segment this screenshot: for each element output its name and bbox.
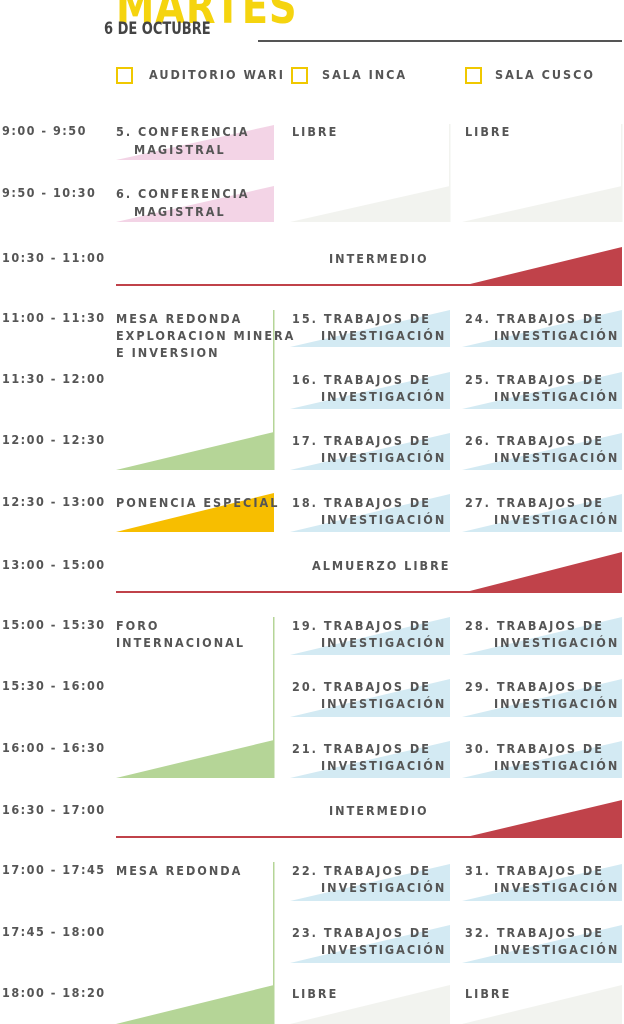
trabajo-title: 16. TRABAJOS DE: [292, 372, 431, 387]
trabajo-subtitle: INVESTIGACIÓN: [321, 880, 447, 895]
trabajo-subtitle: INVESTIGACIÓN: [494, 635, 620, 650]
trabajo-subtitle: INVESTIGACIÓN: [494, 389, 620, 404]
conf5-shape: [116, 125, 274, 160]
session-mesa1-line3: E INVERSION: [116, 345, 220, 360]
time-slot: 9:00 - 9:50: [2, 123, 87, 138]
trabajo-title: 32. TRABAJOS DE: [465, 925, 604, 940]
trabajo-title: 27. TRABAJOS DE: [465, 495, 604, 510]
ponencia-shape: [116, 493, 274, 532]
trabajo-subtitle: INVESTIGACIÓN: [494, 758, 620, 773]
trabajo-title: 24. TRABAJOS DE: [465, 311, 604, 326]
trabajo-title: 26. TRABAJOS DE: [465, 433, 604, 448]
trabajo-subtitle: INVESTIGACIÓN: [494, 328, 620, 343]
session-foro-line2: INTERNACIONAL: [116, 635, 245, 650]
break-label: INTERMEDIO: [329, 251, 429, 266]
trabajo-subtitle: INVESTIGACIÓN: [494, 942, 620, 957]
trabajo-title: 21. TRABAJOS DE: [292, 741, 431, 756]
time-slot: 11:00 - 11:30: [2, 310, 106, 325]
time-slot: 17:45 - 18:00: [2, 924, 106, 939]
session-mesa2: MESA REDONDA: [116, 863, 243, 878]
trabajo-title: 22. TRABAJOS DE: [292, 863, 431, 878]
trabajo-subtitle: INVESTIGACIÓN: [321, 389, 447, 404]
room-checkbox-wari: [116, 67, 133, 84]
time-slot: 15:30 - 16:00: [2, 678, 106, 693]
room-cusco: SALA CUSCO: [495, 67, 595, 82]
session-foro: FORO: [116, 618, 160, 633]
trabajo-title: 15. TRABAJOS DE: [292, 311, 431, 326]
time-slot: 18:00 - 18:20: [2, 985, 106, 1000]
room-checkbox-inca: [291, 67, 308, 84]
time-slot: 15:00 - 15:30: [2, 617, 106, 632]
trabajo-title: 20. TRABAJOS DE: [292, 679, 431, 694]
trabajo-subtitle: INVESTIGACIÓN: [321, 696, 447, 711]
trabajo-subtitle: INVESTIGACIÓN: [321, 758, 447, 773]
trabajo-title: 31. TRABAJOS DE: [465, 863, 604, 878]
break-label: INTERMEDIO: [329, 803, 429, 818]
foro-shape: [116, 740, 274, 778]
time-slot: 10:30 - 11:00: [2, 250, 106, 265]
mesa1-shape: [116, 432, 274, 470]
session-mesa1-line2: EXPLORACION MINERA: [116, 328, 296, 343]
trabajo-subtitle: INVESTIGACIÓN: [494, 450, 620, 465]
trabajo-title: 25. TRABAJOS DE: [465, 372, 604, 387]
time-slot: 16:00 - 16:30: [2, 740, 106, 755]
date-label: 6 DE OCTUBRE: [104, 19, 211, 39]
mesa2-shape: [116, 985, 274, 1024]
trabajo-subtitle: INVESTIGACIÓN: [494, 512, 620, 527]
libre-label: LIBRE: [465, 986, 512, 1001]
header-rule: [258, 40, 622, 42]
day-title: MARTES: [116, 0, 298, 35]
trabajo-title: 23. TRABAJOS DE: [292, 925, 431, 940]
libre-label: LIBRE: [292, 124, 339, 139]
trabajo-subtitle: INVESTIGACIÓN: [321, 328, 447, 343]
trabajo-title: 17. TRABAJOS DE: [292, 433, 431, 448]
break-label: ALMUERZO LIBRE: [312, 558, 451, 573]
trabajo-subtitle: INVESTIGACIÓN: [494, 880, 620, 895]
session-conf5: 5. CONFERENCIA: [116, 124, 250, 139]
trabajo-title: 30. TRABAJOS DE: [465, 741, 604, 756]
conf6-shape: [116, 186, 274, 222]
time-slot: 17:00 - 17:45: [2, 862, 106, 877]
session-conf6: 6. CONFERENCIA: [116, 186, 250, 201]
libre-label: LIBRE: [292, 986, 339, 1001]
time-slot: 11:30 - 12:00: [2, 371, 106, 386]
time-slot: 12:30 - 13:00: [2, 494, 106, 509]
trabajo-title: 18. TRABAJOS DE: [292, 495, 431, 510]
time-slot: 12:00 - 12:30: [2, 432, 106, 447]
room-inca: SALA INCA: [322, 67, 408, 82]
room-checkbox-cusco: [465, 67, 482, 84]
trabajo-title: 29. TRABAJOS DE: [465, 679, 604, 694]
trabajo-subtitle: INVESTIGACIÓN: [321, 450, 447, 465]
session-conf5-line2: MAGISTRAL: [134, 142, 226, 157]
session-conf6-line2: MAGISTRAL: [134, 204, 226, 219]
trabajo-subtitle: INVESTIGACIÓN: [321, 942, 447, 957]
trabajo-subtitle: INVESTIGACIÓN: [494, 696, 620, 711]
time-slot: 9:50 - 10:30: [2, 185, 97, 200]
libre-label: LIBRE: [465, 124, 512, 139]
session-mesa1: MESA REDONDA: [116, 311, 243, 326]
session-ponencia: PONENCIA ESPECIAL: [116, 495, 280, 510]
trabajo-subtitle: INVESTIGACIÓN: [321, 512, 447, 527]
time-slot: 16:30 - 17:00: [2, 802, 106, 817]
trabajo-title: 28. TRABAJOS DE: [465, 618, 604, 633]
room-wari: AUDITORIO WARI: [149, 67, 285, 82]
trabajo-subtitle: INVESTIGACIÓN: [321, 635, 447, 650]
trabajo-title: 19. TRABAJOS DE: [292, 618, 431, 633]
time-slot: 13:00 - 15:00: [2, 557, 106, 572]
